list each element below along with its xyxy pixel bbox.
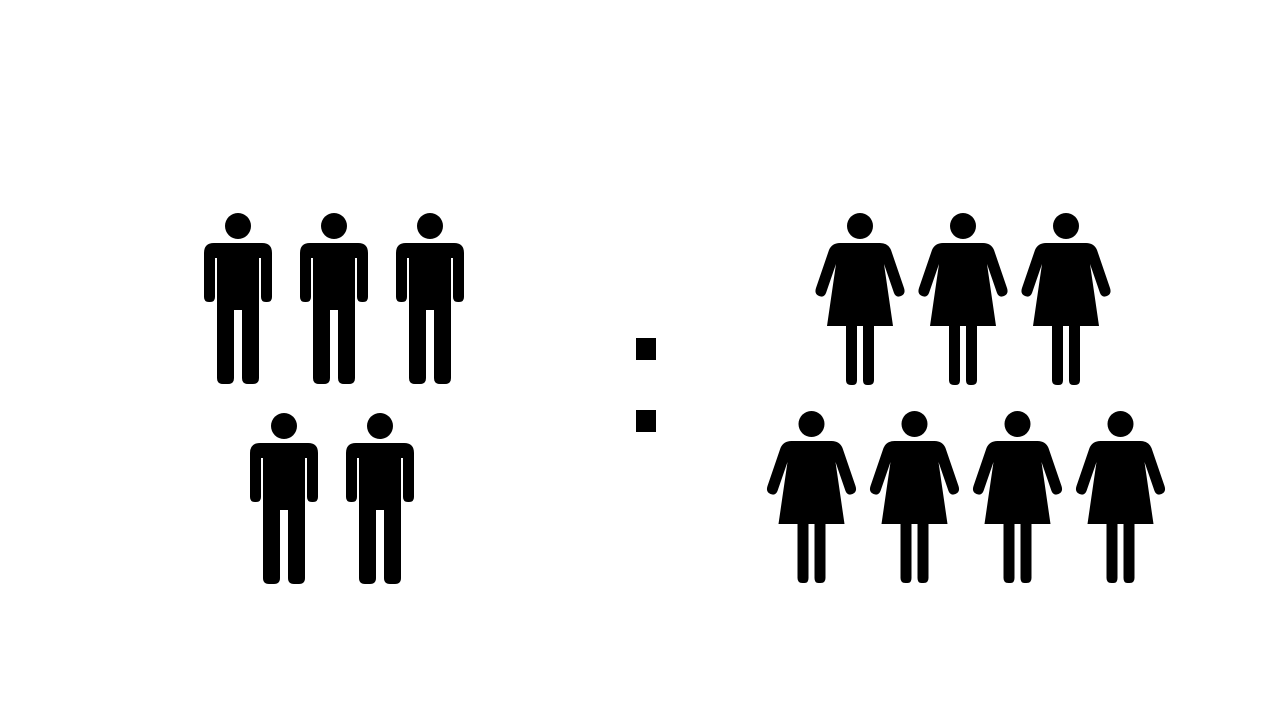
woman-icon	[1021, 213, 1111, 385]
woman-icon	[972, 411, 1063, 583]
woman-icon	[869, 411, 960, 583]
man-icon	[250, 413, 318, 584]
woman-icon	[918, 213, 1008, 385]
woman-icon	[1075, 411, 1166, 583]
woman-icon	[815, 213, 905, 385]
colon-icon	[636, 338, 656, 432]
man-icon	[346, 413, 414, 584]
women-group	[766, 213, 1166, 583]
men-group	[204, 213, 464, 584]
man-icon	[204, 213, 272, 384]
colon-dot-bottom	[636, 410, 656, 432]
colon-dot-top	[636, 338, 656, 360]
man-icon	[300, 213, 368, 384]
man-icon	[396, 213, 464, 384]
woman-icon	[766, 411, 857, 583]
